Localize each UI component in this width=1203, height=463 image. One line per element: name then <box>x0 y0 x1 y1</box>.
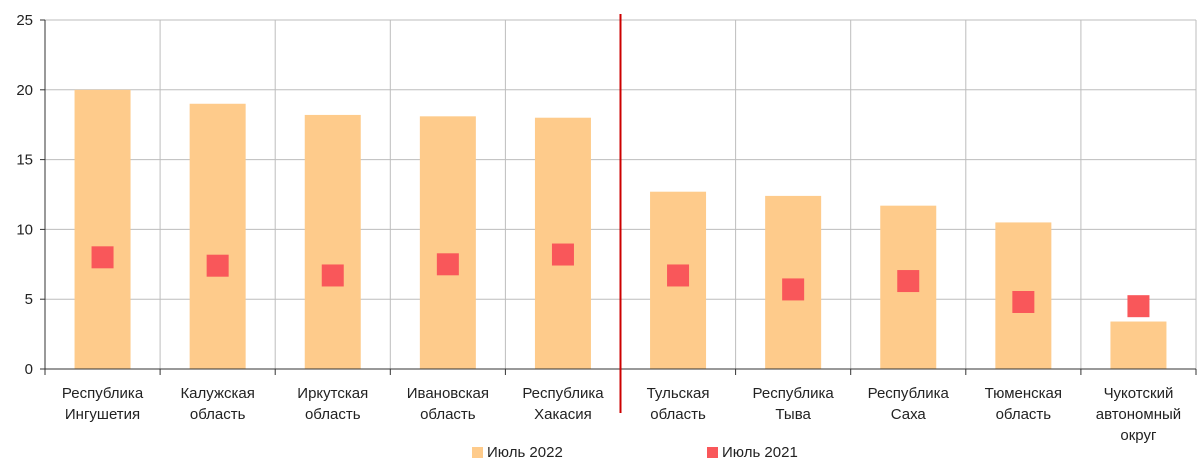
x-category-label: Чукотский автономный округ <box>1096 385 1181 444</box>
marker-2021 <box>92 246 114 268</box>
x-category-label: Калужская область <box>180 385 254 423</box>
x-category-label: Тюменская область <box>985 385 1062 423</box>
legend: Июль 2022 Июль 2021 <box>472 444 798 461</box>
y-tick-label: 0 <box>25 361 33 378</box>
x-category-label: Республика Ингушетия <box>62 385 144 423</box>
bar-2022 <box>1110 322 1166 369</box>
y-tick-label: 5 <box>25 291 33 308</box>
x-category-labels: Республика Ингушетия Калужская область Иркут… <box>62 385 1181 444</box>
bar-2022 <box>190 104 246 369</box>
y-tick-label: 25 <box>16 12 33 29</box>
x-category-label: Иркутская область <box>297 385 368 423</box>
bar-2022 <box>305 115 361 369</box>
marker-2021 <box>1012 291 1034 313</box>
marker-2021 <box>322 264 344 286</box>
y-tick-labels: 0 5 10 15 20 25 <box>16 12 33 378</box>
y-tick-label: 20 <box>16 82 33 99</box>
legend-label: Июль 2022 <box>487 444 563 461</box>
bar-2022 <box>535 118 591 369</box>
marker-2021 <box>667 264 689 286</box>
marker-2021 <box>437 253 459 275</box>
x-category-label: Республика Тыва <box>753 385 835 423</box>
legend-label: Июль 2021 <box>722 444 798 461</box>
marker-2021 <box>207 255 229 277</box>
x-category-label: Республика Хакасия <box>522 385 604 423</box>
marker-2021 <box>782 278 804 300</box>
marker-2021 <box>897 270 919 292</box>
marker-2021 <box>552 244 574 266</box>
x-category-label: Тульская область <box>647 385 710 423</box>
bar-2022 <box>75 90 131 369</box>
y-tick-label: 15 <box>16 152 33 169</box>
legend-swatch <box>472 447 483 458</box>
marker-2021 <box>1127 295 1149 317</box>
x-category-label: Ивановская область <box>407 385 489 423</box>
legend-swatch <box>707 447 718 458</box>
x-category-label: Республика Саха <box>868 385 950 423</box>
bar-2022 <box>420 116 476 369</box>
y-tick-label: 10 <box>16 221 33 238</box>
